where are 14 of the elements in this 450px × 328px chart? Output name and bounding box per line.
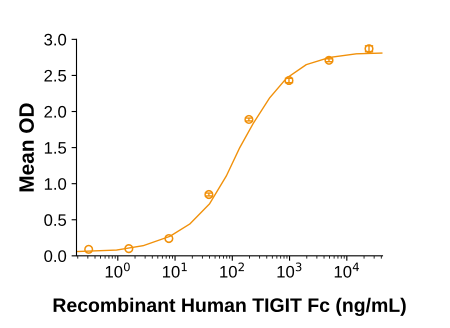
y-tick-label: 3.0 — [44, 34, 66, 46]
x-tick-label: 10$^{0}$ — [106, 262, 130, 278]
y-tick-label: 0.0 — [44, 250, 66, 262]
y-tick-label: 2.0 — [44, 106, 66, 118]
y-tick-label: 0.5 — [44, 214, 66, 226]
y-tick-label: 1.0 — [44, 178, 66, 190]
x-tick-label: 10$^{2}$ — [220, 262, 244, 278]
y-tick-label: 1.5 — [44, 142, 66, 154]
x-axis-title: Recombinant Human TIGIT Fc (ng/mL) — [54, 298, 406, 316]
x-tick-label: 10$^{4}$ — [334, 262, 359, 278]
y-axis-title: Mean OD — [19, 103, 34, 192]
y-tick-label: 2.5 — [44, 70, 66, 82]
x-tick-label: 10$^{3}$ — [278, 262, 302, 278]
x-tick-label: 10$^{1}$ — [162, 262, 187, 278]
